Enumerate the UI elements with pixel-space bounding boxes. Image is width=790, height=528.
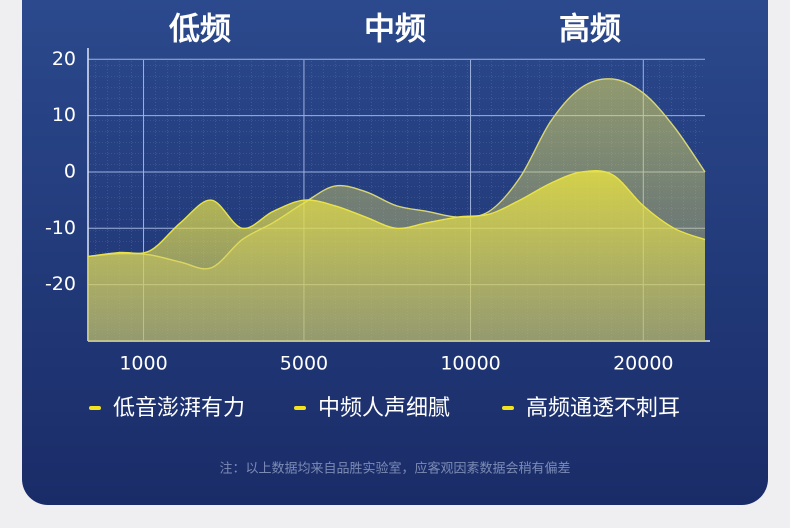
band-label: 中频 — [364, 12, 426, 48]
legend-label: 高频通透不刺耳 — [526, 396, 680, 421]
legend-label: 中频人声细腻 — [318, 396, 450, 421]
x-tick-label: 20000 — [613, 353, 673, 375]
y-tick-label: 10 — [52, 104, 76, 126]
x-tick-label: 10000 — [440, 353, 500, 375]
y-tick-label: 0 — [64, 160, 76, 182]
x-tick-label: 1000 — [119, 353, 167, 375]
legend-dash — [502, 406, 514, 410]
line — [87, 170, 706, 258]
legend-label: 低音澎湃有力 — [113, 396, 245, 421]
y-tick-label: -20 — [45, 273, 76, 295]
footnote: 注：以上数据均来自品胜实验室，应客观因素数据会稍有偏差 — [219, 461, 570, 477]
area — [88, 170, 705, 341]
legend-dash — [294, 406, 306, 410]
y-tick-label: 20 — [52, 48, 76, 70]
band-label: 高频 — [559, 12, 621, 48]
band-label: 低频 — [168, 12, 231, 48]
y-tick-label: -10 — [45, 217, 76, 239]
legend-dash — [89, 406, 101, 410]
x-tick-label: 5000 — [280, 353, 328, 375]
